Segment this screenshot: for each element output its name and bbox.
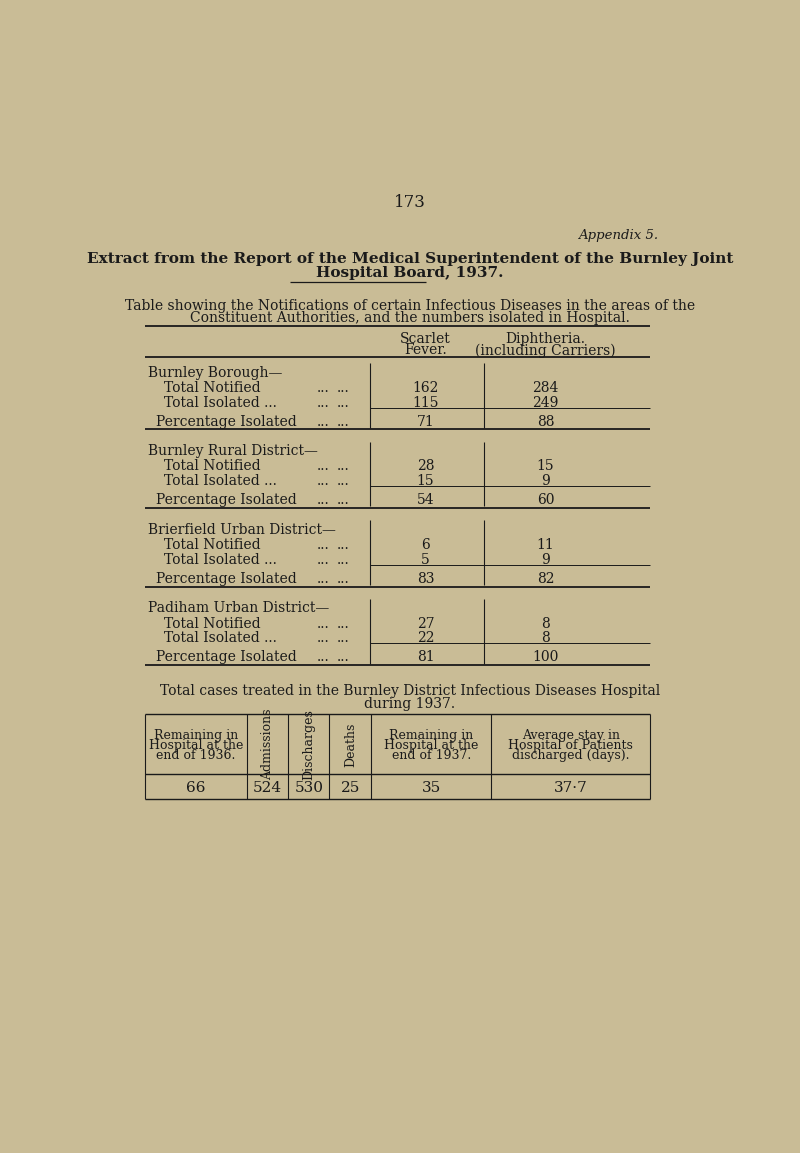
Text: 9: 9 (542, 552, 550, 566)
Text: (including Carriers): (including Carriers) (475, 344, 616, 357)
Text: 81: 81 (417, 650, 434, 664)
Text: ...: ... (317, 572, 330, 586)
Text: 66: 66 (186, 781, 206, 794)
Text: Total Isolated ...: Total Isolated ... (163, 552, 277, 566)
Text: Percentage Isolated: Percentage Isolated (156, 572, 297, 586)
Text: ...: ... (337, 572, 350, 586)
Text: end of 1937.: end of 1937. (392, 749, 471, 762)
Text: Scarlet: Scarlet (400, 332, 451, 346)
Text: 8: 8 (542, 617, 550, 631)
Text: Total Isolated ...: Total Isolated ... (163, 395, 277, 409)
Text: Extract from the Report of the Medical Superintendent of the Burnley Joint: Extract from the Report of the Medical S… (87, 253, 733, 266)
Text: Fever.: Fever. (404, 344, 447, 357)
Text: Total Isolated ...: Total Isolated ... (163, 631, 277, 646)
Text: 27: 27 (417, 617, 434, 631)
Text: Average stay in: Average stay in (522, 730, 620, 743)
Text: 162: 162 (412, 380, 438, 395)
Text: ...: ... (337, 552, 350, 566)
Text: Total Notified: Total Notified (163, 538, 260, 552)
Text: ...: ... (317, 617, 330, 631)
Text: Remaining in: Remaining in (389, 730, 474, 743)
Text: 6: 6 (421, 538, 430, 552)
Text: 15: 15 (417, 474, 434, 488)
Text: Hospital at the: Hospital at the (384, 739, 478, 753)
Text: ...: ... (337, 459, 350, 474)
Text: discharged (days).: discharged (days). (512, 749, 630, 762)
Text: ...: ... (317, 552, 330, 566)
Text: ...: ... (337, 538, 350, 552)
Text: 28: 28 (417, 459, 434, 474)
Text: ...: ... (317, 631, 330, 646)
Text: 115: 115 (412, 395, 438, 409)
Text: Hospital Board, 1937.: Hospital Board, 1937. (316, 266, 504, 280)
Text: Padiham Urban District—: Padiham Urban District— (148, 601, 330, 616)
Text: ...: ... (317, 415, 330, 429)
Text: Diphtheria.: Diphtheria. (506, 332, 586, 346)
Text: 524: 524 (254, 781, 282, 794)
Text: 9: 9 (542, 474, 550, 488)
Text: ...: ... (337, 617, 350, 631)
Text: Admissions: Admissions (262, 709, 274, 781)
Text: ...: ... (337, 380, 350, 395)
Text: 88: 88 (537, 415, 554, 429)
Text: ...: ... (337, 493, 350, 507)
Text: 100: 100 (533, 650, 559, 664)
Text: 22: 22 (417, 631, 434, 646)
Text: Total Notified: Total Notified (163, 459, 260, 474)
Text: 37·7: 37·7 (554, 781, 588, 794)
Text: ...: ... (317, 395, 330, 409)
Text: ...: ... (317, 650, 330, 664)
Text: Deaths: Deaths (344, 722, 357, 767)
Text: ...: ... (317, 474, 330, 488)
Text: Appendix 5.: Appendix 5. (578, 229, 658, 242)
Text: 249: 249 (533, 395, 559, 409)
Text: Percentage Isolated: Percentage Isolated (156, 650, 297, 664)
Text: 35: 35 (422, 781, 441, 794)
Text: Table showing the Notifications of certain Infectious Diseases in the areas of t: Table showing the Notifications of certa… (125, 299, 695, 312)
Text: Constituent Authorities, and the numbers isolated in Hospital.: Constituent Authorities, and the numbers… (190, 311, 630, 325)
Text: Hospital at the: Hospital at the (149, 739, 243, 753)
Text: Total Isolated ...: Total Isolated ... (163, 474, 277, 488)
Text: Remaining in: Remaining in (154, 730, 238, 743)
Text: Total Notified: Total Notified (163, 380, 260, 395)
Text: ...: ... (337, 650, 350, 664)
Text: 15: 15 (537, 459, 554, 474)
Text: ...: ... (337, 631, 350, 646)
Text: Hospital of Patients: Hospital of Patients (508, 739, 634, 753)
Text: 25: 25 (341, 781, 360, 794)
Text: 284: 284 (533, 380, 559, 395)
Text: 82: 82 (537, 572, 554, 586)
Text: 71: 71 (417, 415, 434, 429)
Text: 54: 54 (417, 493, 434, 507)
Text: 5: 5 (421, 552, 430, 566)
Text: ...: ... (317, 459, 330, 474)
Text: Percentage Isolated: Percentage Isolated (156, 415, 297, 429)
Text: Burnley Borough—: Burnley Borough— (148, 366, 282, 379)
Text: Total Notified: Total Notified (163, 617, 260, 631)
Text: ...: ... (317, 380, 330, 395)
Text: Total cases treated in the Burnley District Infectious Diseases Hospital: Total cases treated in the Burnley Distr… (160, 684, 660, 698)
Text: ...: ... (317, 493, 330, 507)
Text: ...: ... (337, 395, 350, 409)
Text: end of 1936.: end of 1936. (157, 749, 236, 762)
Text: Percentage Isolated: Percentage Isolated (156, 493, 297, 507)
Text: 173: 173 (394, 194, 426, 211)
Text: Discharges: Discharges (302, 709, 315, 779)
Text: during 1937.: during 1937. (365, 696, 455, 710)
Text: Brierfield Urban District—: Brierfield Urban District— (148, 522, 336, 536)
Text: ...: ... (337, 474, 350, 488)
Text: 8: 8 (542, 631, 550, 646)
Text: 83: 83 (417, 572, 434, 586)
Text: 60: 60 (537, 493, 554, 507)
Text: ...: ... (317, 538, 330, 552)
Text: 530: 530 (294, 781, 323, 794)
Text: 11: 11 (537, 538, 554, 552)
Text: Burnley Rural District—: Burnley Rural District— (148, 444, 318, 458)
Text: ...: ... (337, 415, 350, 429)
